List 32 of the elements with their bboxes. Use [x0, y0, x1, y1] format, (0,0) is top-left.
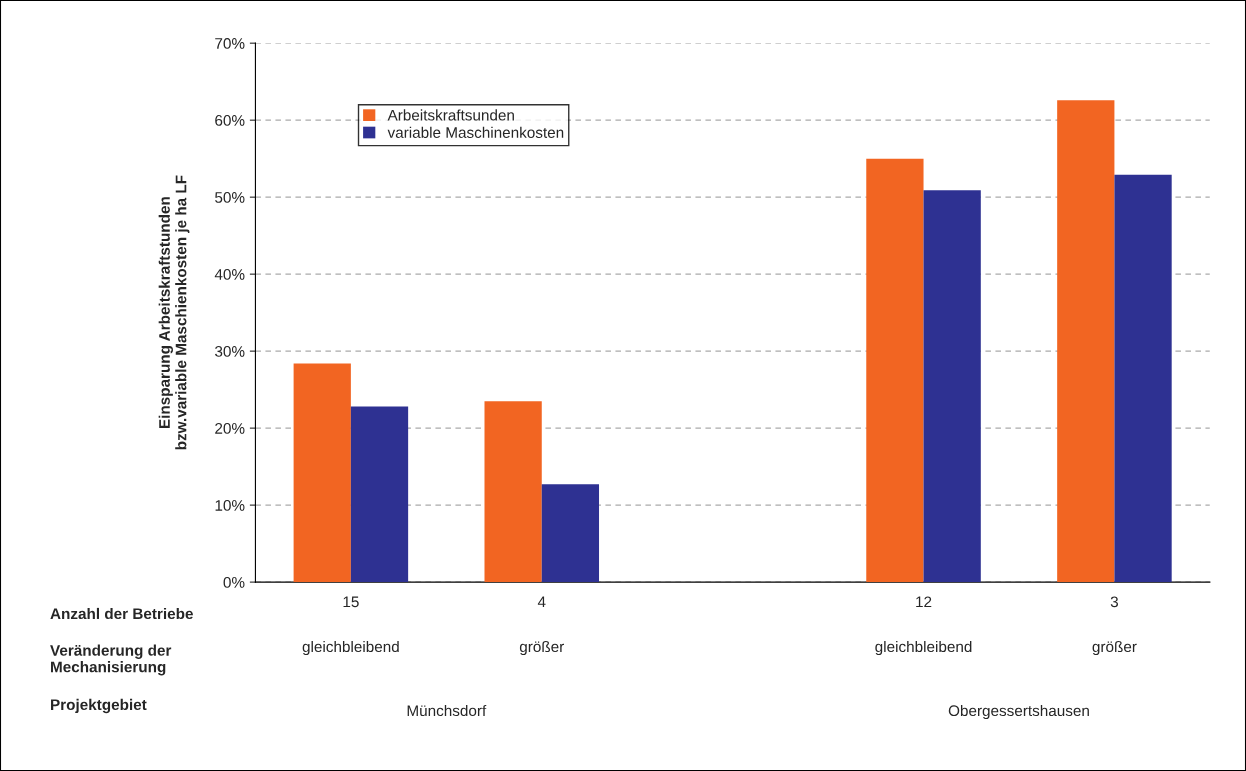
text: größer — [1092, 640, 1137, 656]
text: größer — [519, 640, 565, 656]
y-tick-label: 30% — [215, 346, 245, 357]
y-tick-label: 70% — [215, 38, 245, 49]
bar — [350, 406, 409, 583]
bar — [1057, 100, 1115, 583]
bar — [866, 158, 924, 583]
text: Anzahl der Betriebe — [50, 607, 193, 620]
text: Obergessertshausen — [948, 704, 1089, 720]
text: Münchsdorf — [407, 704, 487, 717]
y-tick-label: 50% — [215, 192, 245, 203]
text: gleichbleibend — [302, 640, 399, 656]
text: Veränderung der Mechanisierung — [50, 644, 172, 676]
bar — [484, 401, 542, 583]
x-tick-label: 12 — [916, 596, 932, 608]
y-tick-label: 10% — [215, 499, 245, 511]
bar — [293, 363, 351, 583]
y-tick-label: 20% — [215, 422, 245, 434]
y-tick-label: 60% — [215, 115, 245, 126]
x-tick-label: 15 — [343, 596, 359, 608]
bar — [923, 190, 981, 583]
text: Projektgebiet — [51, 698, 147, 714]
y-tick-label: 40% — [214, 269, 245, 280]
bar — [541, 484, 600, 583]
text: gleichbleibend — [875, 640, 972, 656]
x-tick-label: 4 — [537, 596, 546, 608]
legend-label: variable Maschinenkosten — [387, 126, 564, 138]
bar — [1114, 174, 1172, 583]
y-tick-label: 0% — [223, 576, 245, 588]
legend-label: Arbeitskraftsunden — [387, 109, 514, 121]
x-tick-label: 3 — [1110, 596, 1118, 608]
y-axis-title: Einsparung Arbeitskraftstunden bzw.variable Maschienkosten je ha LF — [158, 175, 190, 450]
